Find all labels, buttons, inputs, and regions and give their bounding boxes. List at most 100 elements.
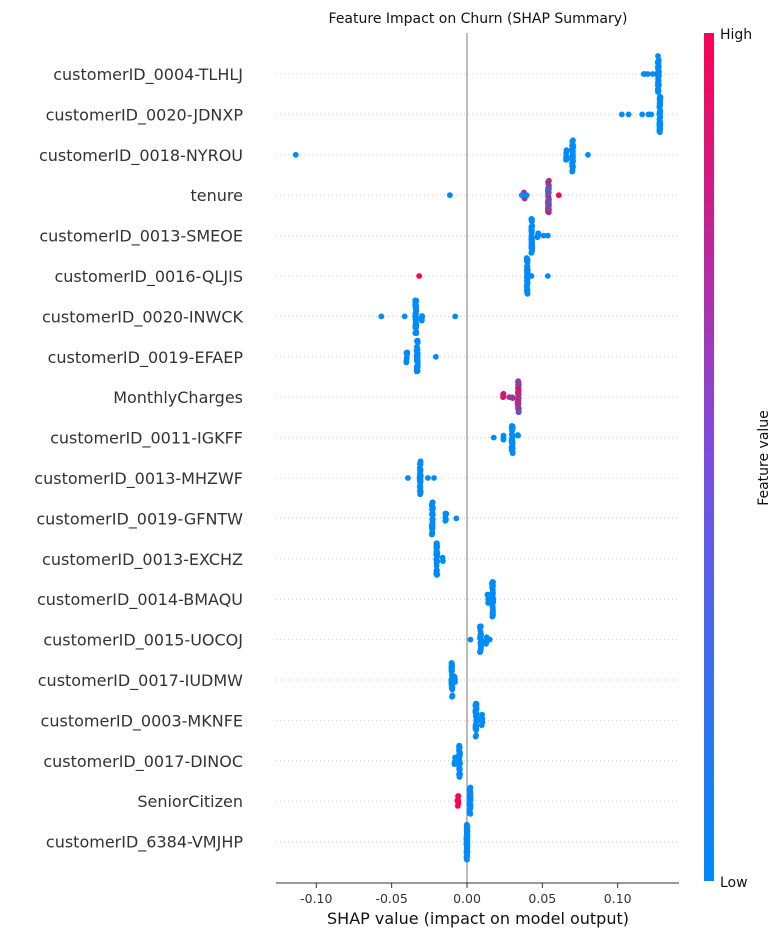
shap-dot	[448, 668, 455, 675]
shap-dot	[448, 663, 455, 670]
feature-label: customerID_0003-MKNFE	[41, 711, 243, 731]
shap-dot	[446, 192, 453, 199]
feature-label: customerID_0017-IUDMW	[38, 671, 243, 691]
shap-dot	[528, 273, 535, 279]
shap-dot	[563, 147, 570, 154]
shap-dot	[455, 793, 461, 800]
shap-dot	[528, 230, 535, 237]
shap-dot	[523, 263, 530, 270]
shap-dot	[569, 166, 576, 173]
shap-dot	[489, 610, 496, 617]
shap-dot	[463, 823, 470, 830]
shap-dot	[453, 515, 460, 522]
shap-dot	[515, 381, 522, 388]
shap-dot	[449, 692, 456, 699]
feature-label: customerID_0013-SMEOE	[39, 227, 243, 247]
shap-dot	[639, 111, 646, 118]
shap-dot	[472, 733, 479, 740]
shap-dot	[569, 138, 576, 145]
shap-dot	[514, 432, 521, 438]
shap-dot	[473, 710, 480, 717]
feature-label: customerID_0015-UOCOJ	[43, 631, 243, 651]
shap-dot	[456, 765, 463, 772]
shap-dot	[417, 466, 423, 473]
shap-dot	[563, 156, 570, 163]
feature-labels: customerID_0004-TLHLJ customerID_0020-JDN…	[34, 65, 243, 853]
shap-dot	[509, 424, 516, 431]
shap-dot	[464, 829, 470, 836]
shap-dot	[490, 579, 496, 586]
feature-label: customerID_0011-IGKFF	[50, 429, 243, 449]
shap-dot	[515, 399, 522, 406]
shap-dot	[515, 390, 521, 396]
shap-dot	[433, 562, 440, 569]
colorbar-high-label: High	[720, 27, 752, 43]
feature-label: customerID_0014-BMAQU	[37, 590, 243, 610]
shap-dot	[479, 715, 486, 722]
shap-dot	[518, 192, 525, 199]
shap-dot	[416, 273, 423, 279]
chart-title: Feature Impact on Churn (SHAP Summary)	[329, 11, 628, 27]
feature-label: customerID_0013-MHZWF	[34, 469, 243, 489]
shap-dot	[528, 217, 535, 224]
shap-dot	[439, 554, 446, 561]
shap-dot	[477, 623, 484, 630]
shap-dot	[403, 359, 410, 366]
feature-label: customerID_0019-GFNTW	[36, 509, 243, 529]
shap-dot	[429, 499, 436, 506]
shap-dot	[292, 151, 299, 158]
shap-dot	[478, 640, 484, 646]
shap-dot	[655, 86, 662, 93]
shap-dot	[425, 475, 431, 481]
shap-dot	[657, 112, 664, 119]
shap-dot	[523, 192, 530, 199]
shap-dot	[473, 723, 480, 729]
shap-dot	[656, 127, 663, 134]
shap-dot	[545, 202, 552, 209]
shap-dot	[413, 311, 419, 318]
shap-dot	[569, 160, 576, 167]
shap-dot	[477, 635, 484, 642]
shap-points	[292, 53, 664, 863]
shap-dot	[500, 432, 507, 439]
shap-dot	[464, 843, 470, 849]
shap-dot	[412, 322, 419, 329]
shap-dot	[466, 801, 473, 808]
shap-dot	[449, 684, 456, 690]
x-tick-label: 0.10	[604, 891, 632, 906]
shap-dot	[414, 362, 421, 369]
shap-dot	[478, 722, 485, 729]
shap-dot	[417, 483, 423, 490]
shap-dot	[429, 517, 436, 523]
shap-dot	[509, 444, 516, 451]
shap-dot	[432, 353, 439, 360]
shap-dot	[649, 71, 656, 77]
shap-dot	[452, 313, 459, 320]
feature-label: MonthlyCharges	[113, 388, 243, 407]
shap-dot	[657, 96, 663, 103]
shap-dot	[506, 394, 513, 401]
feature-label: customerID_0018-NYROU	[39, 146, 243, 166]
x-tick-label: 0.00	[453, 891, 481, 906]
shap-dot	[655, 71, 662, 78]
shap-dot	[485, 596, 492, 602]
shap-dot	[456, 744, 463, 751]
shap-dot	[534, 233, 541, 240]
shap-dot	[463, 856, 470, 863]
shap-dot	[451, 674, 458, 681]
shap-dot	[540, 232, 547, 239]
shap-dot	[414, 346, 421, 352]
feature-label: customerID_0020-JDNXP	[46, 105, 244, 125]
feature-label: customerID_0020-INWCK	[42, 307, 244, 327]
shap-dot	[515, 404, 521, 411]
shap-dot	[466, 792, 473, 799]
shap-dot	[528, 234, 535, 241]
shap-dot	[433, 557, 440, 564]
shap-dot	[472, 703, 479, 710]
shap-dot	[429, 511, 436, 518]
feature-label: SeniorCitizen	[137, 792, 243, 811]
shap-dot	[477, 647, 484, 654]
shap-dot	[452, 679, 458, 685]
shap-dot	[489, 584, 495, 591]
